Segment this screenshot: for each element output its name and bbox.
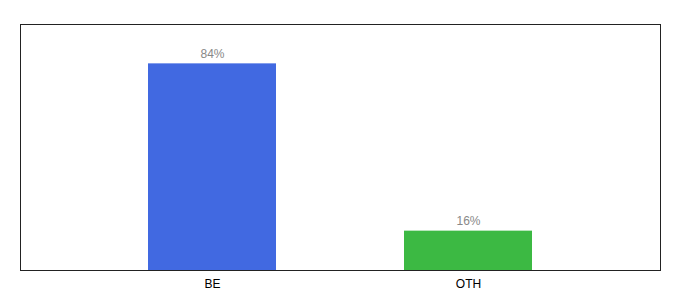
svg-text:16%: 16% xyxy=(456,214,480,228)
svg-text:BE: BE xyxy=(204,277,220,291)
svg-text:OTH: OTH xyxy=(456,277,481,291)
svg-text:84%: 84% xyxy=(200,47,224,61)
